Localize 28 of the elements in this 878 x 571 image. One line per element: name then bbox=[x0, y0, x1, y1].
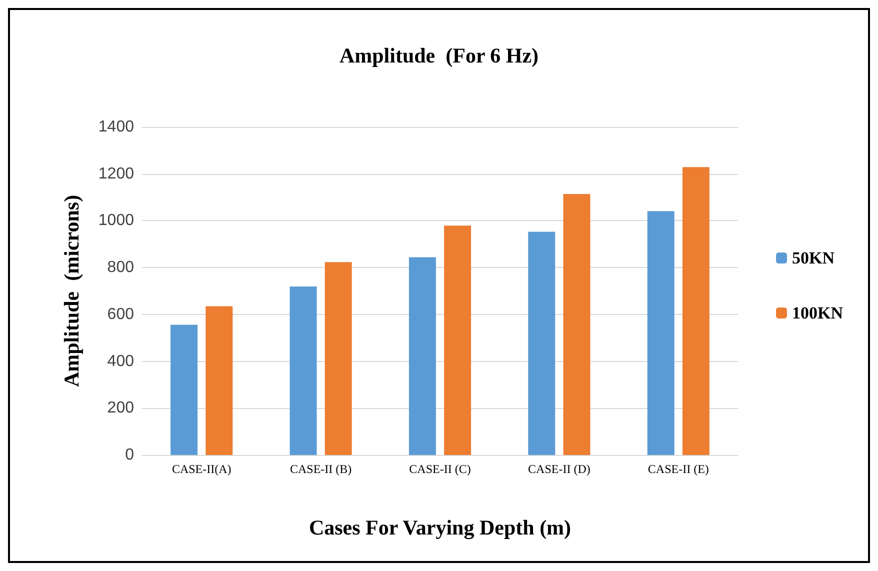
y-tick-label: 400 bbox=[107, 352, 134, 370]
y-axis-title: Amplitude (microns) bbox=[60, 194, 84, 388]
y-tick-label: 800 bbox=[107, 259, 134, 276]
bar bbox=[444, 226, 472, 455]
y-tick-label: 0 bbox=[125, 446, 134, 464]
x-tick-label: CASE-II(A) bbox=[172, 462, 232, 476]
bar bbox=[682, 167, 710, 455]
chart-title: Amplitude (For 6 Hz) bbox=[339, 44, 539, 68]
legend-label: 100KN bbox=[792, 304, 844, 322]
bar bbox=[206, 306, 233, 455]
x-tick-label: CASE-II (C) bbox=[409, 462, 471, 476]
y-tick-label: 1000 bbox=[98, 212, 134, 230]
x-tick-label: CASE-II (B) bbox=[290, 462, 352, 476]
y-tick-label: 200 bbox=[107, 400, 134, 417]
bar bbox=[647, 211, 674, 455]
x-axis-title: Cases For Varying Depth (m) bbox=[308, 516, 572, 540]
legend-label: 50KN bbox=[792, 248, 836, 268]
bar bbox=[528, 232, 556, 455]
x-tick-label: CASE-II (E) bbox=[648, 462, 709, 476]
bar bbox=[324, 262, 352, 455]
bar bbox=[563, 194, 590, 455]
bar bbox=[170, 324, 198, 455]
y-tick-label: 600 bbox=[107, 306, 134, 323]
x-tick-label: CASE-II (D) bbox=[528, 462, 590, 476]
bar bbox=[408, 257, 436, 455]
bar bbox=[290, 286, 317, 455]
y-tick-label: 1200 bbox=[98, 165, 134, 182]
y-tick-label: 1400 bbox=[98, 118, 134, 136]
